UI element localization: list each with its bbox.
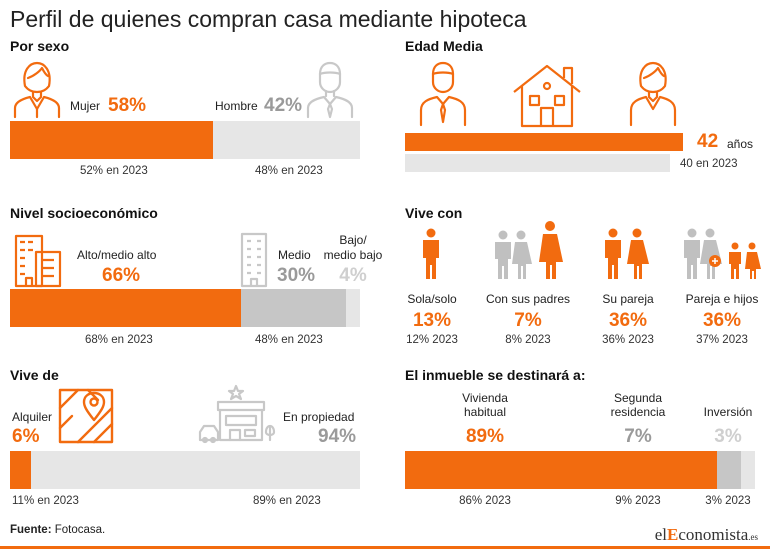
category-label: Con sus padres [485,292,571,306]
section-title: Vive con [405,205,463,221]
source-note: Fuente: Fotocasa. [10,524,105,536]
value-label: 58% [108,95,147,116]
category-label: habitual [463,405,507,419]
man-icon [419,61,467,127]
category-label: Vivienda [462,391,508,405]
bar-alquiler [10,451,31,489]
apartment-building-icon [240,232,268,288]
store-building-icon [198,384,276,444]
footer-rule [0,546,770,549]
prev-label: 48% en 2023 [255,165,323,177]
section-title: Edad Media [405,38,483,54]
value-label: 7% [624,426,652,447]
bar-track [10,451,360,489]
source-text: Fotocasa. [51,524,106,536]
category-label: medio bajo [323,248,383,262]
man-icon [306,61,354,119]
category-label: Inversión [703,405,753,419]
category-label: Hombre [215,99,258,113]
prev-label: 37% 2023 [696,334,748,346]
category-label: Medio [278,248,311,262]
bar-medio [241,289,346,327]
bar-mujer [10,121,213,159]
value-label: 66% [102,265,141,286]
value-label: 36% [608,310,648,331]
value-label: 13% [412,310,452,331]
category-label: Alto/medio alto [77,248,157,262]
value-label: 89% [465,426,505,447]
bar-edad-2024 [405,133,683,151]
prev-label: 12% 2023 [406,334,458,346]
prev-label: 9% 2023 [615,495,661,507]
woman-icon [13,61,61,119]
prev-label: 11% en 2023 [12,495,79,507]
woman-icon [629,61,677,127]
page-title: Perfil de quienes compran casa mediante … [10,6,527,32]
category-label: Bajo/ [339,233,367,247]
map-pin-icon [58,388,114,444]
value-label: 42% [264,95,303,116]
prev-label: 36% 2023 [602,334,654,346]
prev-label: 86% 2023 [459,495,511,507]
category-label: Su pareja [602,292,654,306]
section-title: Vive de [10,367,59,383]
value-label: 7% [514,310,542,331]
bar-alto [10,289,241,327]
category-label: Segunda [613,391,663,405]
unit-label: años [727,137,754,151]
bar-bajo [346,289,360,327]
bar-vivienda-habitual [405,451,717,489]
prev-label: 52% en 2023 [80,165,148,177]
person-alone-icon [423,228,439,279]
with-parents-icon [495,221,563,279]
value-label: 3% [714,426,742,447]
house-icon [513,64,581,128]
value-label: 42 [697,131,719,152]
prev-label: 40 en 2023 [680,158,738,170]
bar-segunda-residencia [716,451,741,489]
luxury-building-icon [14,234,62,288]
category-label: Mujer [70,99,101,113]
category-label: Pareja e hijos [685,292,759,306]
section-title: Por sexo [10,38,70,54]
value-label: 94% [318,426,357,447]
category-label: residencia [610,405,666,419]
category-label: Sola/solo [407,292,457,306]
family-icon [684,228,761,279]
bar-inversion [741,451,752,489]
bar-edad-2023 [405,154,670,172]
prev-label: 8% 2023 [505,334,551,346]
section-title: El inmueble se destinará a: [405,367,586,383]
prev-label: 68% en 2023 [85,334,153,346]
couple-icon [605,228,649,279]
value-label: 6% [12,426,40,447]
value-label: 36% [702,310,742,331]
value-label: 30% [277,265,316,286]
prev-label: 89% en 2023 [253,495,321,507]
category-label: En propiedad [283,410,355,424]
category-label: Alquiler [12,410,53,424]
section-title: Nivel socioeconómico [10,205,158,221]
source-label: Fuente: [10,524,52,536]
value-label: 4% [339,265,367,286]
prev-label: 48% en 2023 [255,334,323,346]
brand-logo: elEconomista.es [654,525,758,544]
prev-label: 3% 2023 [705,495,751,507]
